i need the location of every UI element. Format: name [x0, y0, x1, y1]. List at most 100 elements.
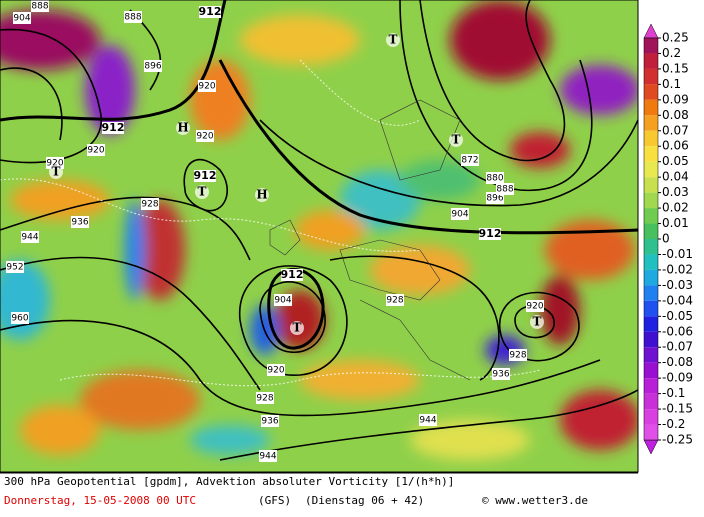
colorbar-swatch: [644, 254, 658, 270]
contour-label-box: [451, 208, 469, 220]
contour-label-box: [259, 450, 277, 462]
colorbar-swatch: [644, 161, 658, 178]
colorbar-swatch: [644, 53, 658, 69]
contour-label-box: [71, 216, 89, 228]
colorbar-label: 0.07: [662, 123, 689, 137]
colorbar-label: -0.15: [662, 402, 693, 416]
contour-label-box: [492, 368, 510, 380]
contour-label-box: [386, 294, 404, 306]
colorbar-swatch: [644, 38, 658, 54]
contour-label: 912: [199, 5, 222, 18]
contour-label-box: [144, 60, 162, 72]
center-marker-bg: [255, 188, 269, 202]
footer-date: Donnerstag, 15-05-2008 00 UTC: [4, 494, 196, 507]
colorbar-label: -0.09: [662, 371, 693, 385]
footer-credit: © www.wetter3.de: [482, 494, 588, 507]
colorbar-arrow-bottom: [643, 439, 659, 455]
pressure-center: T: [198, 185, 207, 199]
pressure-center: H: [256, 188, 267, 202]
colorbar-swatch: [644, 300, 658, 317]
contour-label-box: [199, 6, 221, 18]
colorbar: 0.250.20.150.10.090.080.070.060.050.040.…: [643, 23, 693, 455]
contour-label-box: [31, 0, 49, 12]
colorbar-label: 0.02: [662, 201, 689, 215]
contour-label: 912: [281, 268, 304, 281]
pressure-center: T: [52, 165, 61, 179]
colorbar-label: 0.2: [662, 46, 681, 60]
contour-label: 928: [509, 351, 526, 361]
contour-label: 960: [11, 314, 28, 324]
colorbar-label: 0.05: [662, 154, 689, 168]
contour-label: 904: [451, 210, 468, 220]
center-marker-bg: [176, 121, 190, 135]
colorbar-swatch: [644, 378, 658, 394]
colorbar-label: -0.01: [662, 247, 693, 261]
colorbar-swatch: [644, 239, 658, 255]
center-marker-bg: [449, 133, 463, 147]
contour-label: 872: [461, 156, 478, 166]
contour-label-box: [281, 269, 303, 281]
colorbar-label: 0.15: [662, 61, 689, 75]
colorbar-label: -0.05: [662, 309, 693, 323]
colorbar-swatch: [644, 192, 658, 209]
contour-label: 920: [196, 132, 213, 142]
contour-label-box: [461, 154, 479, 166]
contour-label-box: [6, 261, 24, 273]
contour-label-box: [141, 198, 159, 210]
contour-label-box: [87, 144, 105, 156]
contour-label-box: [486, 172, 504, 184]
contour-label-box: [11, 312, 29, 324]
contour-label-box: [274, 294, 292, 306]
contour-label-box: [21, 231, 39, 243]
pressure-center: T: [452, 133, 461, 147]
colorbar-swatch: [644, 424, 658, 440]
contour-label: 920: [198, 82, 215, 92]
contour-label: 920: [526, 302, 543, 312]
colorbar-swatch: [644, 362, 658, 379]
colorbar-label: 0.25: [662, 31, 689, 45]
footer-model: (GFS): [258, 494, 291, 507]
contour-label: 920: [46, 159, 63, 169]
geopotential-contours: [0, 0, 638, 461]
contour-label-box: [198, 80, 216, 92]
colorbar-swatch: [644, 223, 658, 239]
colorbar-label: -0.03: [662, 278, 693, 292]
colorbar-label: -0.02: [662, 262, 693, 276]
colorbar-swatch: [644, 68, 658, 85]
contour-label-box: [196, 130, 214, 142]
colorbar-label: -0.07: [662, 340, 693, 354]
contour-label: 896: [144, 62, 161, 72]
contour-label: 928: [386, 296, 403, 306]
colorbar-swatch: [644, 130, 658, 147]
contour-label: 928: [141, 200, 158, 210]
vorticity-zero-lines: [0, 59, 541, 387]
colorbar-label: -0.08: [662, 355, 693, 369]
colorbar-swatch: [644, 331, 658, 348]
colorbar-swatch: [644, 115, 658, 131]
colorbar-label: -0.2: [662, 417, 685, 431]
colorbar-label: 0.09: [662, 92, 689, 106]
center-marker-bg: [290, 321, 304, 335]
center-marker-bg: [386, 33, 400, 47]
colorbar-label: -0.1: [662, 386, 685, 400]
contour-label-box: [256, 392, 274, 404]
colorbar-label: -0.06: [662, 324, 693, 338]
contour-label: 904: [274, 296, 291, 306]
footer-run: (Dienstag 06 + 42): [305, 494, 424, 507]
colorbar-label: 0: [662, 232, 670, 246]
contour-label: 880: [486, 174, 503, 184]
contour-label: 944: [21, 233, 38, 243]
colorbar-swatch: [644, 347, 658, 363]
colorbar-swatch: [644, 208, 658, 224]
contour-label-box: [194, 170, 216, 182]
contour-label: 952: [6, 263, 23, 273]
contour-label: 912: [479, 227, 502, 240]
colorbar-swatch: [644, 84, 658, 100]
colorbar-label: 0.04: [662, 170, 689, 184]
colorbar-swatch: [644, 146, 658, 162]
contour-label-box: [267, 364, 285, 376]
contour-label: 920: [87, 146, 104, 156]
center-marker-bg: [49, 165, 63, 179]
center-marker-bg: [530, 315, 544, 329]
